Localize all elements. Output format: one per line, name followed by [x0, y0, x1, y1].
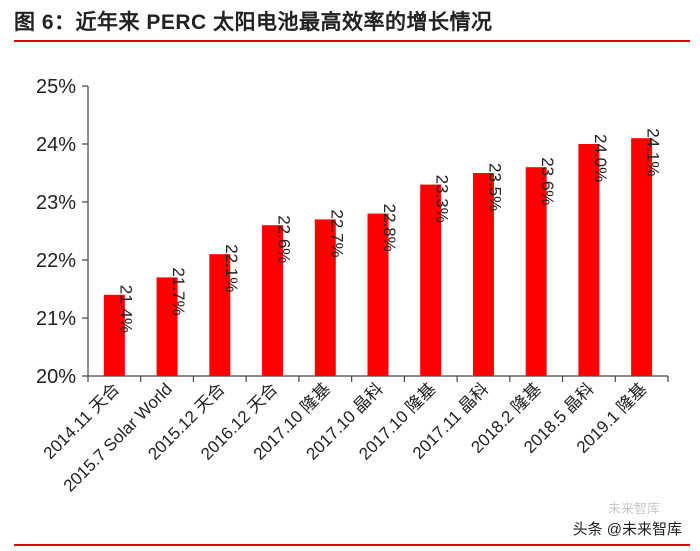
bar-data-label: 21.4% — [116, 285, 135, 333]
bar — [156, 277, 178, 376]
bar-data-label: 22.6% — [275, 215, 294, 263]
bar-data-label: 24.0% — [591, 134, 610, 182]
bar-data-label: 23.3% — [433, 175, 452, 223]
bar-data-label: 24.1% — [644, 128, 663, 176]
bar-data-label: 21.7% — [169, 267, 188, 315]
y-tick-label: 21% — [36, 308, 76, 330]
bar — [420, 184, 442, 376]
bar — [262, 225, 284, 376]
y-tick-label: 24% — [36, 134, 76, 156]
bar — [103, 294, 125, 376]
figure-title: 图 6：近年来 PERC 太阳电池最高效率的增长情况 — [14, 11, 493, 34]
bar — [631, 138, 653, 376]
y-tick-label: 23% — [36, 192, 76, 214]
bar — [472, 173, 494, 376]
y-tick-label: 20% — [36, 366, 76, 388]
bar-data-label: 23.5% — [485, 163, 504, 211]
bottom-rule — [14, 544, 690, 546]
bar — [367, 213, 389, 376]
title-rule — [14, 40, 690, 42]
watermark-faint: 未来智库 — [607, 501, 660, 516]
bar — [525, 167, 547, 376]
watermark: 头条 @未来智库 — [572, 521, 682, 538]
bar-data-label: 23.6% — [538, 157, 557, 205]
bar-data-label: 22.7% — [327, 209, 346, 257]
bar — [314, 219, 336, 376]
bar — [209, 254, 231, 376]
y-tick-label: 25% — [36, 76, 76, 98]
bar — [578, 144, 600, 376]
bar-data-label: 22.8% — [380, 204, 399, 252]
bar-data-label: 22.1% — [222, 244, 241, 292]
y-tick-label: 22% — [36, 250, 76, 272]
